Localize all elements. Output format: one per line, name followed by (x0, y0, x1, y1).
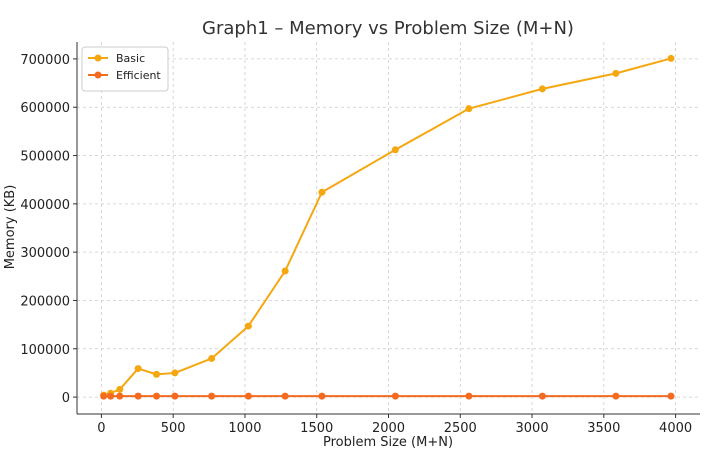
data-point-efficient (667, 392, 675, 400)
data-point-efficient (134, 392, 142, 400)
y-tick-label: 400000 (20, 198, 70, 213)
data-point-basic (153, 370, 161, 378)
data-point-efficient (100, 392, 108, 400)
data-point-basic (391, 146, 399, 154)
data-point-efficient (465, 392, 473, 400)
x-tick-label: 3000 (516, 421, 549, 436)
legend: Basic Efficient (81, 46, 169, 92)
data-point-basic (318, 188, 326, 196)
x-tick-label: 2500 (444, 421, 477, 436)
chart-title: Graph1 – Memory vs Problem Size (M+N) (202, 18, 574, 39)
data-point-basic (134, 365, 142, 373)
data-point-basic (208, 354, 216, 362)
series-efficient (100, 392, 675, 400)
data-point-efficient (116, 392, 124, 400)
data-point-basic (465, 105, 473, 113)
data-point-basic (667, 54, 675, 62)
data-point-basic (244, 322, 252, 330)
x-tick-label: 2000 (372, 421, 405, 436)
data-point-basic (116, 385, 124, 393)
y-tick-label: 500000 (20, 150, 70, 165)
x-tick-label: 1000 (228, 421, 261, 436)
data-point-efficient (153, 392, 161, 400)
axes: 0 500 1000 1500 2000 2500 3000 3500 4000 0 100000 2… (20, 42, 700, 436)
y-tick-label: 300000 (20, 246, 70, 261)
legend-marker-basic (94, 54, 102, 62)
x-tick-label: 500 (161, 421, 186, 436)
data-point-efficient (171, 392, 179, 400)
data-point-efficient (318, 392, 326, 400)
legend-marker-efficient (94, 71, 102, 79)
data-point-efficient (208, 392, 216, 400)
legend-label-basic: Basic (116, 52, 145, 65)
data-point-efficient (612, 392, 620, 400)
y-tick-label: 600000 (20, 101, 70, 116)
data-point-efficient (281, 392, 289, 400)
y-tick-label: 100000 (20, 343, 70, 358)
x-tick-label: 1500 (300, 421, 333, 436)
y-tick-label: 200000 (20, 294, 70, 309)
data-point-efficient (244, 392, 252, 400)
data-point-efficient (391, 392, 399, 400)
y-axis-label: Memory (KB) (3, 185, 18, 270)
x-tick-label: 4000 (659, 421, 692, 436)
y-tick-label: 0 (62, 391, 70, 406)
x-tick-label: 3500 (587, 421, 620, 436)
legend-label-efficient: Efficient (116, 69, 161, 82)
data-point-efficient (538, 392, 546, 400)
data-point-basic (281, 267, 289, 275)
data-point-efficient (107, 392, 115, 400)
y-tick-label: 700000 (20, 53, 70, 68)
series (100, 54, 675, 400)
x-axis-label: Problem Size (M+N) (323, 435, 453, 450)
x-tick-label: 0 (97, 421, 105, 436)
data-point-basic (612, 69, 620, 77)
data-point-basic (171, 369, 179, 377)
data-point-basic (538, 85, 546, 93)
